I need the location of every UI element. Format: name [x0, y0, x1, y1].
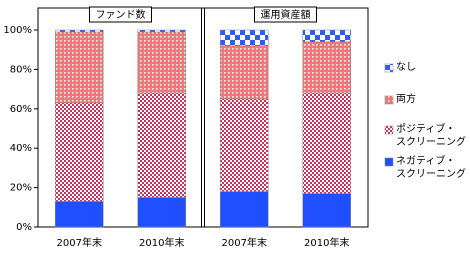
- y-tick-label: 20%: [10, 183, 32, 194]
- legend-label: ポジティブ・ スクリーニング: [396, 124, 466, 148]
- y-tick-label: 60%: [10, 104, 32, 115]
- x-tick-label: 2007年末: [57, 236, 102, 249]
- bar-segment: [302, 29, 351, 43]
- bar-segment: [220, 191, 269, 228]
- bar-segment: [220, 29, 269, 47]
- legend-label: なし: [396, 62, 416, 73]
- plot-frame: [37, 7, 369, 228]
- bar-segment: [137, 92, 186, 198]
- legend-swatch: [384, 63, 394, 73]
- y-tick-label: 80%: [10, 64, 32, 75]
- bar-segment: [220, 45, 269, 100]
- legend-label: 両方: [396, 94, 416, 105]
- bar-segment: [55, 102, 104, 202]
- bar-segment: [137, 31, 186, 94]
- bar-segment: [55, 31, 104, 104]
- bar-segment: [302, 41, 351, 94]
- bar-segment: [137, 197, 186, 228]
- legend-swatch: [384, 157, 394, 167]
- panel-title: ファンド数: [96, 8, 146, 21]
- y-tick-label: 100%: [3, 25, 32, 36]
- bar-segment: [220, 98, 269, 192]
- y-tick-label: 40%: [10, 143, 32, 154]
- bar-segment: [302, 193, 351, 228]
- bar-segment: [55, 29, 104, 33]
- panel-title-box: [254, 6, 317, 23]
- legend-label: ネガティブ・ スクリーニング: [396, 156, 466, 180]
- bar-segment: [137, 29, 186, 33]
- legend-swatch: [384, 125, 394, 135]
- panel-title: 運用資産額: [261, 8, 311, 21]
- y-tick-label: 0%: [16, 222, 32, 233]
- x-tick-label: 2010年末: [304, 236, 349, 249]
- bar-segment: [55, 201, 104, 228]
- bar-segment: [302, 92, 351, 194]
- x-tick-label: 2010年末: [139, 236, 184, 249]
- x-tick-label: 2007年末: [222, 236, 267, 249]
- legend-swatch: [384, 95, 394, 105]
- panel-title-box: [89, 6, 152, 23]
